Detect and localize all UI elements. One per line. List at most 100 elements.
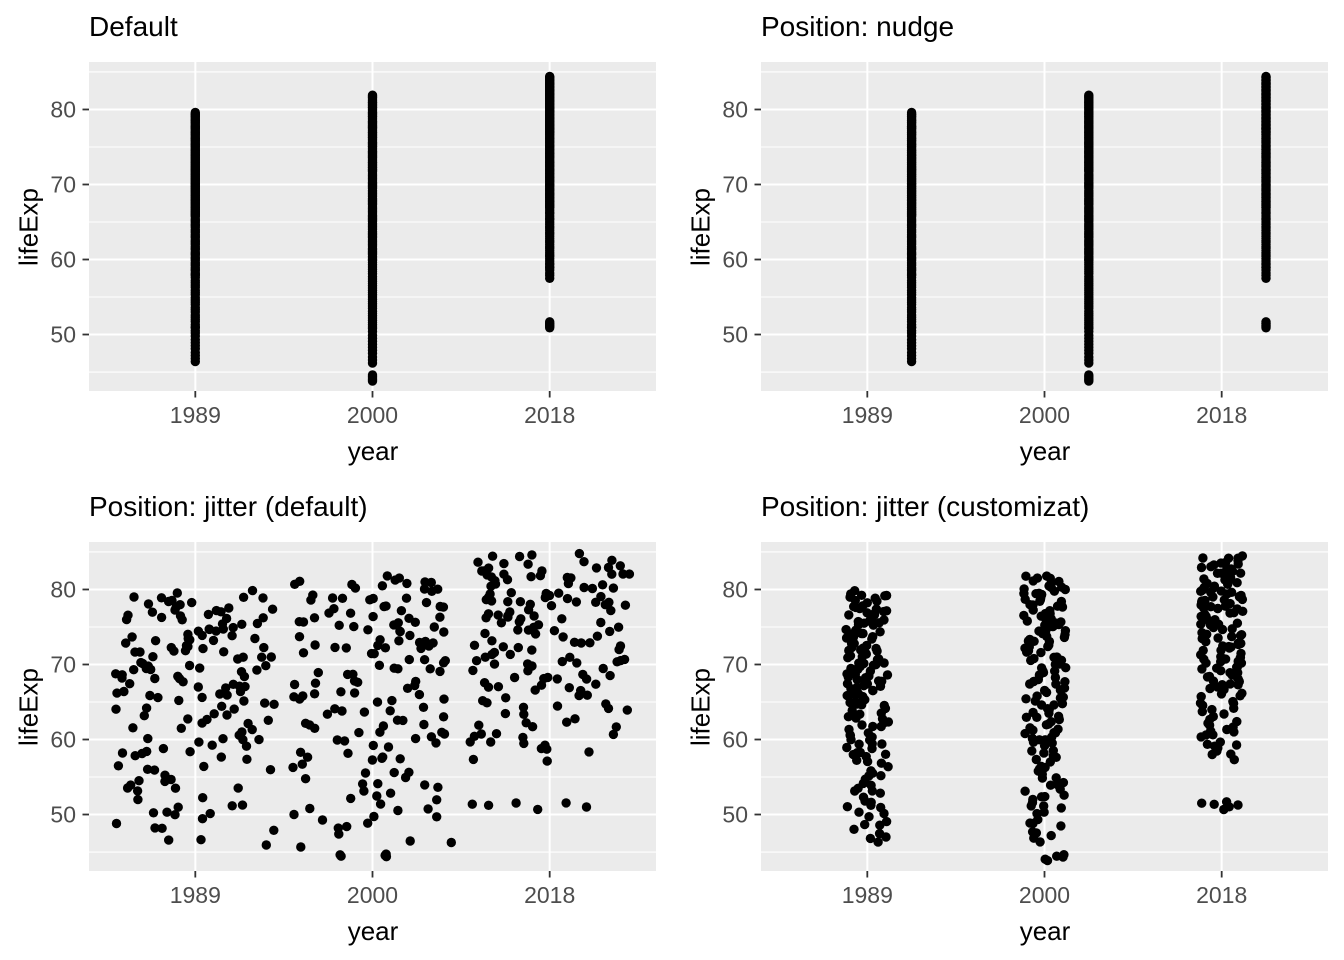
data-point — [387, 695, 397, 706]
data-point — [1027, 827, 1038, 837]
data-point — [499, 569, 509, 579]
y-tick-label: 60 — [722, 726, 748, 752]
data-point — [228, 622, 238, 633]
data-point — [1226, 749, 1236, 759]
data-point — [394, 636, 404, 646]
data-point — [1054, 576, 1064, 587]
data-point — [237, 727, 247, 737]
data-point — [879, 615, 889, 625]
data-point — [481, 613, 491, 623]
data-point — [1036, 761, 1046, 772]
data-point — [1228, 696, 1238, 707]
data-point — [875, 627, 885, 637]
data-point — [366, 648, 377, 659]
data-point — [288, 762, 298, 773]
data-point — [148, 808, 159, 818]
data-point — [1052, 851, 1062, 861]
data-point — [160, 770, 170, 780]
data-point — [193, 682, 203, 692]
data-point — [368, 593, 378, 604]
data-point — [533, 804, 543, 815]
data-point — [330, 704, 340, 714]
y-tick-label: 50 — [50, 801, 76, 827]
data-point — [1221, 797, 1232, 807]
data-point — [552, 701, 563, 711]
data-point — [554, 588, 564, 598]
x-tick-label: 2000 — [347, 882, 398, 908]
x-tick-label: 1989 — [842, 882, 893, 908]
data-point — [854, 739, 864, 749]
data-point — [491, 729, 502, 739]
data-point — [592, 631, 603, 641]
data-point — [880, 591, 890, 601]
data-point — [858, 792, 869, 802]
data-point — [570, 714, 580, 724]
data-point — [601, 699, 611, 709]
data-point — [290, 579, 300, 589]
data-point — [585, 638, 595, 648]
data-point — [1197, 798, 1207, 808]
data-point — [880, 749, 891, 759]
data-point — [480, 628, 490, 639]
data-point — [304, 720, 315, 730]
data-point — [596, 591, 606, 602]
subplot-default: 50 60 70 80 1989 2000 2018 Default lifeExp yea… — [0, 0, 672, 480]
data-point — [546, 601, 557, 611]
data-point — [619, 654, 630, 665]
y-tick-label: 50 — [722, 801, 748, 827]
plot-title: Position: jitter (default) — [89, 491, 368, 522]
data-point — [402, 578, 412, 589]
data-point — [141, 703, 152, 713]
data-point — [1039, 801, 1049, 811]
data-point — [111, 818, 122, 829]
data-point — [385, 788, 396, 798]
data-point — [558, 632, 568, 642]
data-point — [471, 656, 482, 666]
data-point — [1027, 746, 1037, 756]
data-point — [545, 71, 555, 82]
data-point — [265, 765, 276, 775]
data-point — [1021, 712, 1032, 722]
plot-canvas-jitter-default: 50 60 70 80 1989 2000 2018 — [50, 542, 656, 908]
data-point — [477, 566, 487, 576]
data-point — [572, 658, 582, 668]
x-axis-title: year — [1019, 436, 1071, 466]
y-tick-label: 70 — [722, 171, 748, 197]
y-tick-label: 70 — [50, 651, 76, 677]
data-point — [605, 670, 615, 681]
data-point — [476, 729, 486, 739]
data-point — [410, 733, 421, 744]
data-point — [175, 600, 185, 610]
data-point — [541, 588, 551, 599]
x-tick-label: 1989 — [170, 402, 221, 428]
data-point — [398, 715, 408, 726]
data-point — [564, 683, 574, 693]
data-point — [878, 606, 889, 617]
data-point — [327, 593, 338, 603]
data-point — [382, 571, 392, 581]
data-point — [873, 676, 884, 686]
data-point — [222, 690, 232, 700]
y-tick-label: 80 — [722, 576, 748, 602]
data-point — [142, 746, 152, 757]
data-point — [855, 709, 865, 719]
plot-canvas-jitter-custom: 50 60 70 80 1989 2000 2018 — [722, 542, 1328, 908]
data-point — [1021, 571, 1031, 581]
data-point — [1036, 792, 1047, 802]
data-point — [363, 625, 373, 635]
data-point — [432, 795, 442, 805]
data-point — [421, 597, 432, 608]
data-point — [308, 590, 318, 600]
data-point — [269, 825, 279, 835]
data-point — [125, 679, 135, 689]
data-point — [1236, 638, 1246, 649]
data-point — [506, 588, 516, 598]
data-point — [849, 824, 859, 834]
data-point — [357, 779, 368, 789]
data-point — [309, 613, 320, 623]
data-point — [302, 752, 313, 762]
data-point — [557, 614, 567, 624]
data-point — [478, 696, 488, 706]
x-axis-title: year — [1019, 916, 1071, 946]
data-point — [396, 606, 407, 616]
